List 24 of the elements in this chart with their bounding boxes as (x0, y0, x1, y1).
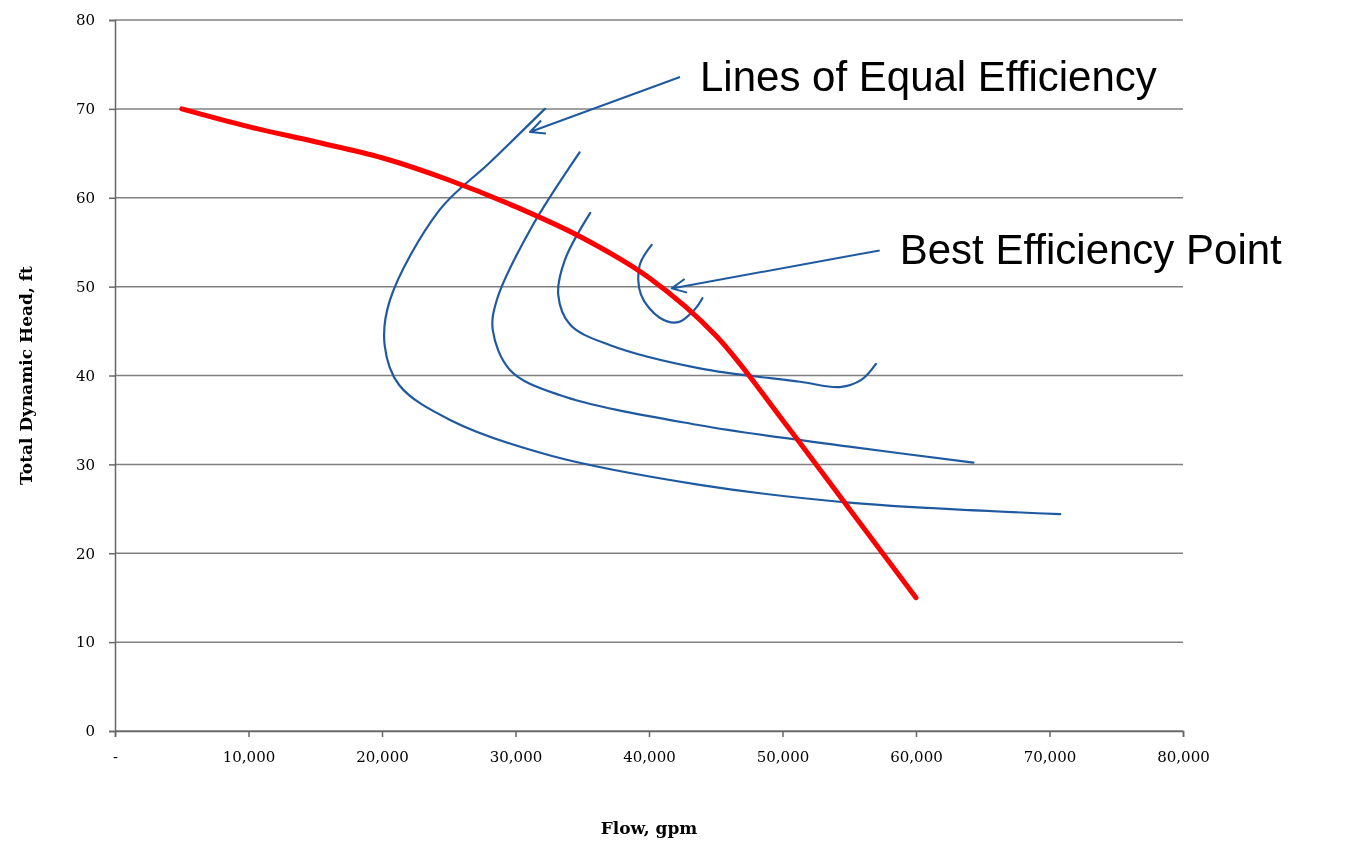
x-tick-label: 60,000 (890, 747, 943, 766)
y-axis-title: Total Dynamic Head, ft (16, 265, 36, 485)
y-tick-label: 20 (75, 544, 95, 563)
y-tick-label: 60 (75, 189, 95, 208)
x-tick-label: 20,000 (356, 747, 409, 766)
annotation: Lines of Equal Efficiency (700, 53, 1157, 100)
y-tick-label: 30 (75, 455, 95, 474)
line-series (556, 211, 878, 389)
y-tick-label: 50 (75, 277, 95, 296)
x-axis-title: Flow, gpm (600, 818, 698, 838)
x-tick-label: 50,000 (756, 747, 810, 766)
y-tick-label: 40 (75, 366, 95, 385)
y-tick-label: 0 (85, 722, 95, 741)
x-tick-label: 70,000 (1023, 747, 1077, 766)
annotation: Best Efficiency Point (899, 226, 1283, 274)
x-tick-label: 30,000 (489, 747, 543, 766)
line-series (637, 243, 704, 324)
y-tick-label: 80 (75, 11, 95, 30)
y-tick-label: 10 (75, 633, 95, 652)
x-tick-label: 10,000 (222, 747, 276, 766)
y-tick-label: 70 (75, 100, 95, 119)
x-tick-label: - (112, 747, 119, 766)
x-tick-label: 80,000 (1157, 747, 1210, 766)
x-tick-label: 40,000 (623, 747, 676, 766)
